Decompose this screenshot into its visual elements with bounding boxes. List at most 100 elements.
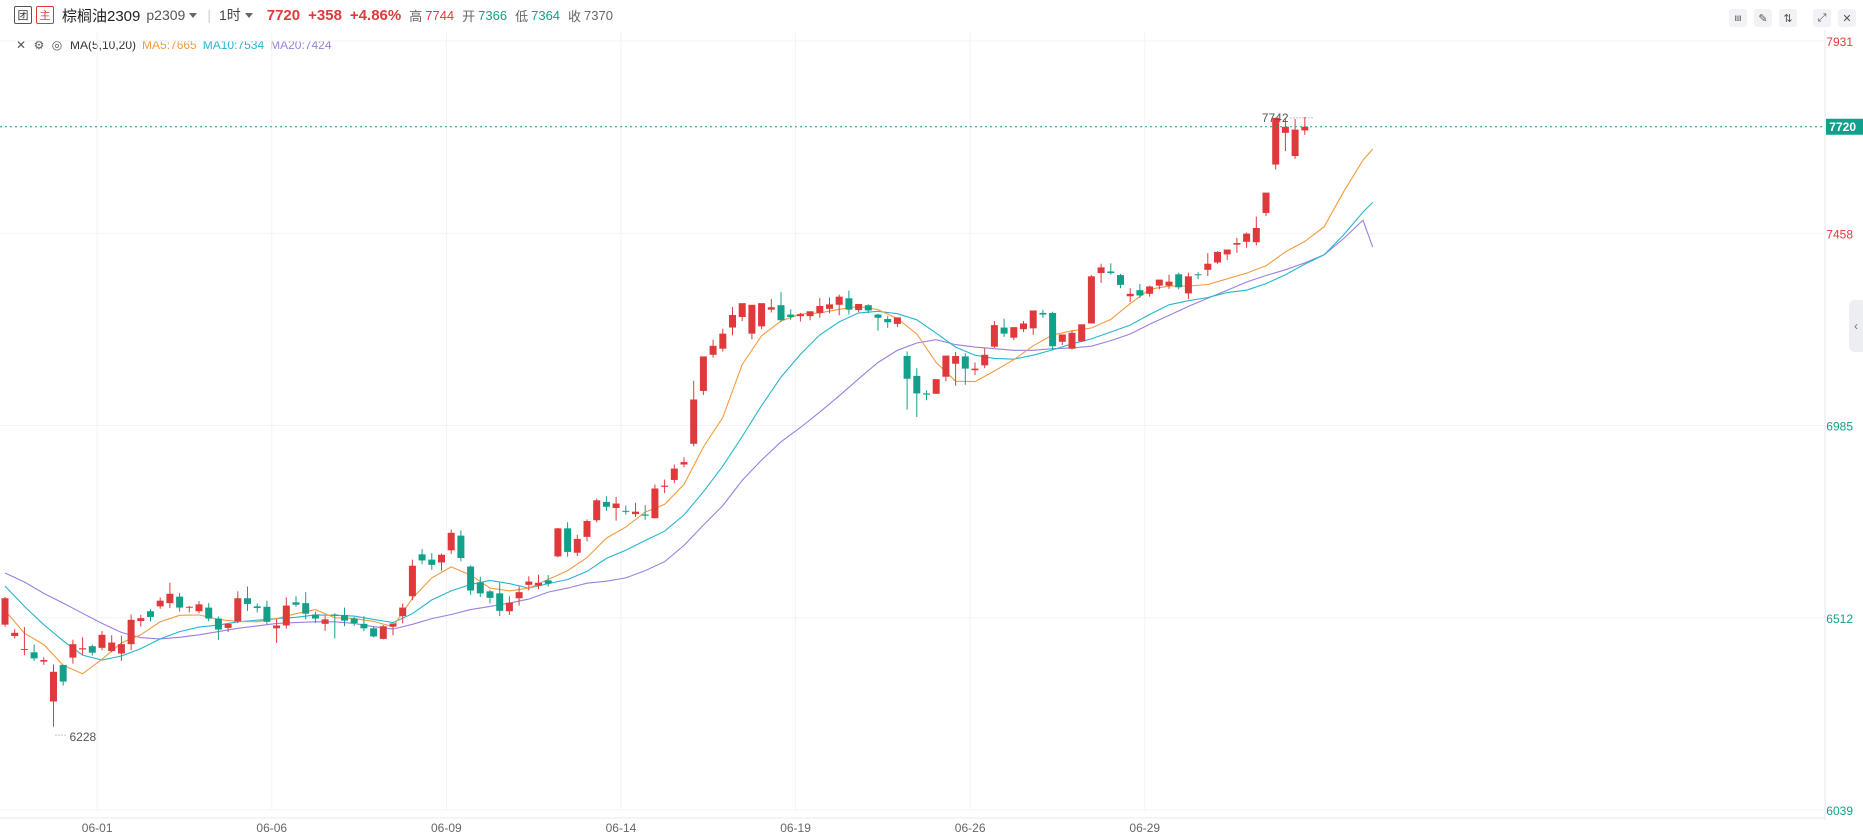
candle-body — [602, 501, 610, 507]
y-tick-label: 6039 — [1826, 804, 1853, 818]
y-tick-label: 7931 — [1826, 35, 1853, 49]
ma5-line — [4, 148, 1374, 675]
candle-body — [476, 582, 484, 594]
candle-body — [874, 314, 882, 318]
candle-body — [845, 298, 853, 310]
candle-body — [214, 618, 222, 630]
candle-body — [1078, 324, 1086, 342]
candle-body — [379, 626, 387, 639]
candle-body — [11, 632, 19, 637]
candle-body — [331, 614, 339, 616]
candle-body — [1126, 293, 1134, 297]
low-value: 7364 — [531, 7, 561, 23]
candle-body — [486, 591, 494, 598]
candle-body — [826, 304, 833, 309]
candle-body — [554, 528, 562, 557]
compare-icon[interactable]: ⇅ — [1779, 9, 1797, 27]
candle-body — [690, 399, 698, 444]
candle-body — [661, 485, 669, 487]
chart-toolbar: ⩏ ✎ ⇅ ⤢ ✕ — [1722, 9, 1856, 27]
candle-body — [1223, 249, 1231, 255]
instrument-code[interactable]: p2309 — [146, 7, 186, 23]
candle-body — [641, 514, 649, 516]
candle-body — [1087, 276, 1095, 324]
last-price-tag — [1826, 118, 1863, 135]
candle-body — [1262, 192, 1270, 213]
y-tick-label: 6985 — [1826, 420, 1853, 434]
candle-body — [1068, 332, 1076, 349]
candle-body — [816, 306, 824, 313]
candle-body — [1136, 290, 1144, 296]
interval-select[interactable]: 1时 — [218, 7, 241, 23]
candle-body — [990, 325, 998, 347]
candle-body — [1020, 323, 1027, 330]
candle-body — [593, 500, 601, 521]
candle-body — [1194, 274, 1202, 276]
y-tick-label: 7458 — [1826, 227, 1853, 241]
candle-body — [1049, 312, 1057, 347]
close-value: 7370 — [584, 7, 613, 23]
candle-body — [195, 604, 203, 612]
chevron-down-icon[interactable] — [244, 12, 253, 18]
eye-icon[interactable]: ◎ — [51, 38, 63, 52]
x-tick-label: 06-26 — [955, 821, 986, 835]
chevron-down-icon[interactable] — [189, 12, 198, 18]
candle-body — [893, 317, 901, 324]
chevron-left-icon[interactable]: ‹ — [1849, 300, 1863, 352]
x-tick-label: 06-14 — [606, 821, 637, 835]
candle-body — [224, 623, 232, 628]
candle-body — [360, 623, 368, 629]
candle-body — [1281, 126, 1289, 133]
candle-body — [88, 646, 96, 653]
candle-body — [651, 488, 659, 519]
candle-body — [806, 311, 814, 317]
candle-body — [515, 592, 523, 599]
candle-body — [1243, 233, 1251, 242]
candle-body — [205, 607, 213, 619]
group-icon[interactable]: 团 — [14, 6, 32, 24]
candle-body — [282, 605, 290, 626]
chart-style-icon[interactable]: ⩏ — [1729, 9, 1747, 27]
candle-body — [932, 379, 940, 394]
candle-body — [447, 532, 455, 551]
close-icon[interactable]: ✕ — [15, 38, 27, 52]
candle-body — [253, 606, 261, 608]
candle-body — [467, 566, 475, 591]
high-value: 7744 — [425, 7, 455, 23]
low-label: 低 — [515, 8, 529, 24]
candle-body — [748, 304, 756, 334]
candle-body — [59, 664, 67, 682]
candle-body — [1097, 267, 1105, 274]
pen-icon[interactable]: ✎ — [1754, 9, 1772, 27]
candle-body — [1272, 117, 1280, 165]
x-tick-label: 06-06 — [256, 821, 287, 835]
close-icon[interactable]: ✕ — [1838, 9, 1856, 27]
candle-body — [961, 356, 969, 369]
candle-body — [234, 598, 242, 622]
high-label: 高 — [409, 8, 423, 24]
candle-body — [864, 305, 872, 311]
candle-body — [1252, 227, 1260, 243]
candle-body — [311, 614, 319, 619]
settings-icon[interactable]: ⚙ — [33, 38, 45, 52]
candle-body — [408, 565, 416, 597]
candle-body — [787, 314, 795, 317]
candle-body — [622, 510, 630, 512]
candle-body — [1107, 271, 1115, 274]
candle-body — [525, 581, 533, 585]
candle-body — [544, 580, 552, 584]
last-price-tag-label: 7720 — [1829, 120, 1856, 134]
candle-body — [1, 598, 9, 625]
shrink-icon[interactable]: ⤢ — [1813, 9, 1831, 27]
ma20-line — [4, 219, 1374, 640]
candle-body — [680, 462, 688, 465]
candle-body — [1117, 275, 1124, 285]
candle-body — [79, 648, 87, 650]
candle-body — [767, 307, 775, 310]
candle-body — [418, 554, 426, 561]
main-contract-icon[interactable]: 主 — [36, 6, 54, 24]
candle-body — [699, 356, 707, 391]
candle-body — [302, 603, 310, 614]
candle-body — [117, 644, 125, 654]
